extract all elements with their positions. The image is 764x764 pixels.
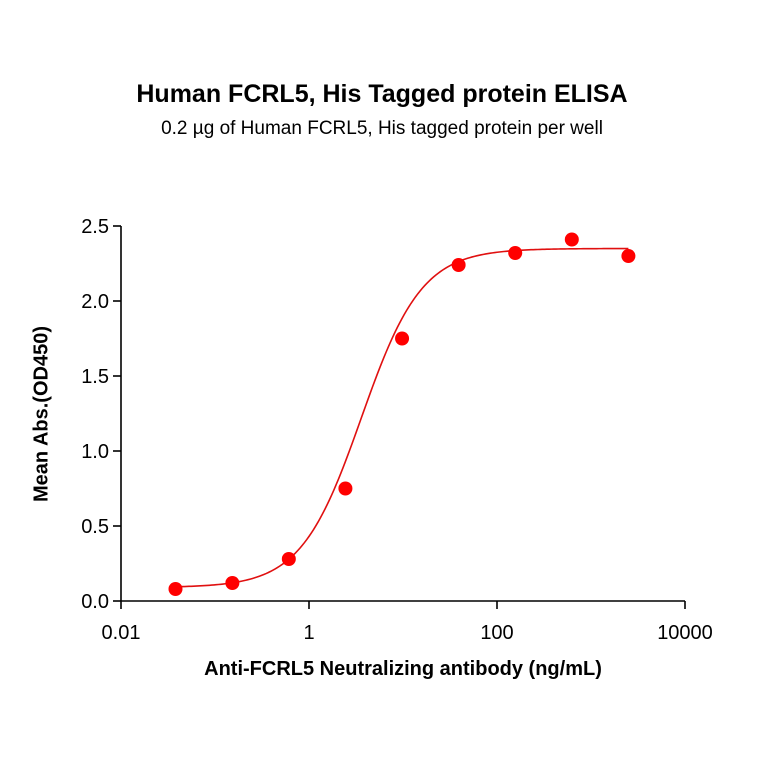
data-point <box>564 232 579 247</box>
y-tick-label: 2.5 <box>81 216 109 238</box>
data-points <box>168 232 636 596</box>
y-tick-label: 1.0 <box>81 441 109 463</box>
data-point <box>621 249 636 263</box>
x-tick-label: 0.01 <box>102 622 141 644</box>
data-point <box>338 481 353 496</box>
data-point <box>168 582 183 596</box>
y-axis-label: Mean Abs.(OD450) <box>30 326 53 502</box>
y-tick-label: 2.0 <box>81 291 109 313</box>
chart-subtitle: 0.2 µg of Human FCRL5, His tagged protei… <box>161 118 603 139</box>
axes: 0.0 0.5 1.0 1.5 2.0 2.5 0.01 1 100 10000 <box>81 216 713 644</box>
y-tick-label: 1.5 <box>81 366 109 388</box>
data-point <box>451 258 466 272</box>
x-tick-label: 1 <box>303 622 314 644</box>
chart-title: Human FCRL5, His Tagged protein ELISA <box>136 80 628 108</box>
y-tick-label: 0.0 <box>81 591 109 613</box>
y-tick-label: 0.5 <box>81 516 109 538</box>
x-tick-label: 100 <box>480 622 513 644</box>
data-point <box>508 246 523 260</box>
x-tick-label: 10000 <box>657 622 713 644</box>
data-point <box>225 576 240 590</box>
data-point <box>395 331 410 346</box>
x-axis-label: Anti-FCRL5 Neutralizing antibody (ng/mL) <box>204 658 602 680</box>
fit-curve <box>175 247 629 588</box>
data-point <box>281 552 296 566</box>
